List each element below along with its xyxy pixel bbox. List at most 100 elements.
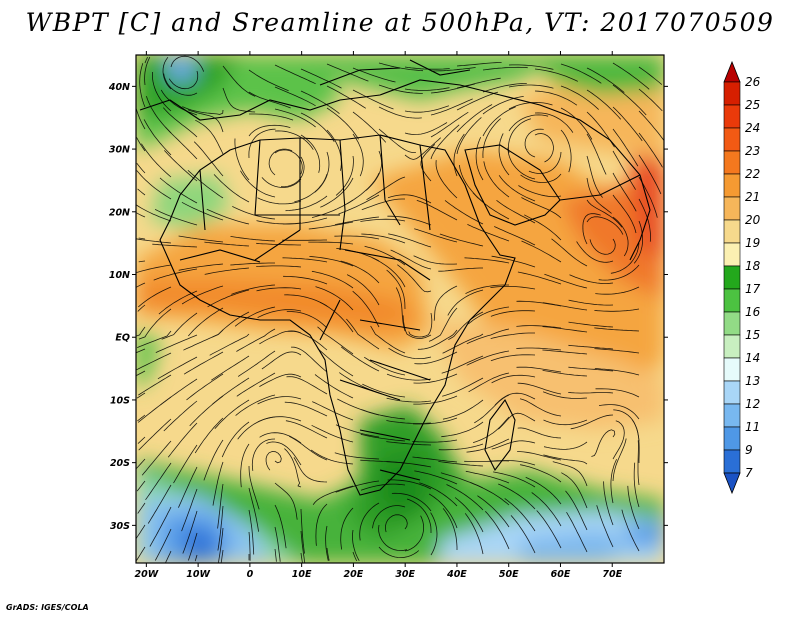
streamline <box>465 470 510 484</box>
streamline <box>507 147 536 180</box>
streamline <box>568 321 614 328</box>
streamline <box>508 64 554 70</box>
streamline <box>308 241 354 245</box>
streamline <box>309 256 354 267</box>
streamline <box>482 83 527 93</box>
colorbar: 26 25 24 23 22 21 20 19 18 17 16 15 14 13 12 11 9 7 <box>723 60 761 495</box>
streamline <box>536 510 562 549</box>
streamline <box>542 391 588 399</box>
streamline <box>138 418 172 451</box>
streamline <box>378 62 424 72</box>
streamline <box>589 238 616 255</box>
streamline <box>566 511 588 553</box>
colorbar-box <box>723 403 741 428</box>
lon-tick-label: 60E <box>551 569 571 580</box>
streamline <box>136 546 146 561</box>
streamline <box>408 312 433 338</box>
streamline <box>167 422 198 458</box>
streamline <box>496 199 536 224</box>
streamline <box>317 348 354 377</box>
streamline <box>490 460 536 466</box>
streamline <box>560 129 572 173</box>
streamline <box>259 432 302 444</box>
streamline <box>136 137 146 152</box>
streamline <box>211 355 250 381</box>
streamline <box>498 175 536 202</box>
lat-tick-label: 10S <box>110 395 130 406</box>
streamline <box>508 84 554 89</box>
streamline <box>212 377 250 405</box>
streamline <box>612 194 637 234</box>
streamline <box>508 114 549 132</box>
streamline <box>420 144 436 182</box>
streamline <box>542 370 588 377</box>
streamline <box>248 91 291 109</box>
streamline <box>370 325 406 354</box>
streamline <box>594 308 640 312</box>
streamline <box>386 373 432 381</box>
streamline <box>181 201 224 221</box>
streamline <box>594 368 640 376</box>
streamline <box>521 197 562 219</box>
streamline <box>136 370 146 376</box>
streamline <box>387 194 432 204</box>
streamline <box>475 137 484 181</box>
streamline <box>300 134 321 173</box>
streamline <box>203 439 224 481</box>
streamline <box>442 377 484 397</box>
streamline <box>366 176 406 201</box>
streamline <box>444 200 484 225</box>
streamline <box>362 383 406 398</box>
streamline <box>136 204 172 222</box>
streamline <box>204 241 250 247</box>
streamline <box>212 311 250 338</box>
streamline <box>352 551 358 562</box>
streamline <box>363 356 406 376</box>
streamline <box>565 490 588 531</box>
streamline <box>414 351 458 365</box>
streamline <box>594 327 640 332</box>
lon-tick-label: 50E <box>499 569 519 580</box>
streamline <box>510 515 536 554</box>
streamline <box>364 245 406 266</box>
streamline <box>534 133 554 163</box>
streamline <box>468 306 510 325</box>
streamline <box>454 497 484 533</box>
streamline <box>334 216 380 225</box>
streamline <box>491 374 536 384</box>
streamline <box>438 267 483 272</box>
streamline <box>311 270 354 289</box>
streamline <box>300 530 306 563</box>
colorbar-box <box>723 449 741 474</box>
streamline <box>195 119 224 155</box>
streamline <box>154 528 172 561</box>
streamline <box>543 454 588 465</box>
streamline <box>637 440 640 486</box>
streamline <box>387 479 432 490</box>
colorbar-box <box>723 150 741 175</box>
streamline <box>181 285 224 305</box>
streamline <box>265 451 282 471</box>
streamline <box>294 173 328 203</box>
streamline <box>442 399 484 420</box>
streamline <box>288 435 328 461</box>
streamline <box>136 352 172 371</box>
streamline <box>472 192 510 220</box>
streamline <box>274 548 277 562</box>
streamline <box>517 427 562 439</box>
streamline <box>595 388 640 398</box>
streamline <box>482 66 528 71</box>
streamline <box>591 429 616 457</box>
streamline <box>412 456 458 463</box>
colorbar-box <box>723 196 741 221</box>
streamline <box>248 487 259 532</box>
streamline <box>570 414 614 430</box>
streamline <box>456 117 482 155</box>
streamline <box>178 466 198 508</box>
streamline <box>136 348 146 354</box>
streamline <box>568 299 614 306</box>
streamline <box>386 269 406 310</box>
streamline <box>136 162 146 174</box>
streamline <box>413 255 458 265</box>
streamline <box>412 417 458 425</box>
